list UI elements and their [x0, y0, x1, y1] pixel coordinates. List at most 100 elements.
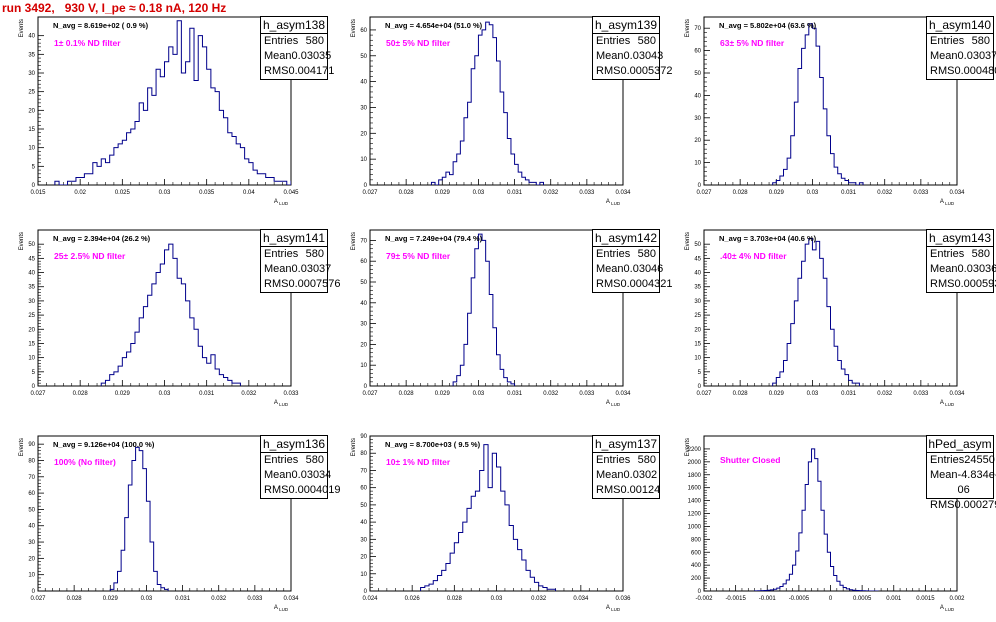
- stats-value-entries: 580: [971, 35, 990, 47]
- x-axis-title-main: A: [274, 199, 278, 205]
- y-axis-title: Events: [351, 232, 357, 250]
- y-tick-label: 40: [28, 271, 35, 277]
- y-tick-label: 20: [360, 555, 367, 561]
- x-tick-label: 0.028: [447, 596, 463, 602]
- y-tick-label: 20: [28, 108, 35, 114]
- x-tick-label: 0.027: [362, 190, 378, 196]
- y-tick-label: 1800: [688, 473, 702, 479]
- x-tick-label: 0.034: [949, 391, 965, 397]
- navg-label: N_avg = 4.654e+04 (51.0 %): [385, 21, 483, 30]
- x-tick-label: 0.002: [949, 596, 965, 602]
- stats-label-rms: RMS: [596, 278, 621, 290]
- x-tick-label: 0.0005: [853, 596, 872, 602]
- y-tick-label: 70: [28, 475, 35, 481]
- plot-frame: [703, 16, 958, 186]
- stats-box: h_asym137 Entries 580 Mean 0.0302 RMS 0.00124: [592, 435, 660, 499]
- stats-value-mean: 0.03037: [957, 50, 996, 62]
- x-tick-label: 0: [829, 596, 833, 602]
- y-tick-label: 50: [360, 503, 367, 509]
- x-tick-label: 0.032: [877, 391, 893, 397]
- stats-value-entries: 580: [637, 35, 656, 47]
- stats-row-rms: RMS 0.0004321: [593, 277, 672, 292]
- x-tick-label: 0.033: [913, 190, 929, 196]
- y-tick-label: 60: [694, 49, 701, 55]
- histogram-line-h_asym139: [430, 21, 544, 185]
- stats-value-rms: 0.0004019: [288, 484, 341, 496]
- stats-row-entries: Entries 580: [261, 247, 327, 262]
- y-tick-label: 35: [28, 285, 35, 291]
- y-tick-label: 70: [694, 26, 701, 32]
- y-tick-label: 50: [694, 242, 701, 248]
- y-tick-label: 60: [360, 28, 367, 34]
- x-tick-label: 0.015: [30, 190, 46, 196]
- stats-label-entries: Entries: [930, 35, 965, 47]
- x-axis-title: A LUD: [274, 400, 289, 407]
- stats-label-rms: RMS: [264, 278, 289, 290]
- x-axis-title: A LUD: [274, 199, 289, 206]
- y-axis-title: Events: [685, 232, 691, 250]
- y-tick-label: 2200: [688, 447, 702, 453]
- stats-value-rms: 0.000593: [954, 278, 996, 290]
- y-tick-label: 10: [694, 356, 701, 362]
- histogram-line-h_asym140: [772, 23, 864, 185]
- stats-label-rms: RMS: [930, 278, 955, 290]
- stats-row-rms: RMS 0.00124: [593, 483, 660, 498]
- histogram-plot: 0.027 0.028 0.029 0.03 0.031 0.032 0.033 0 5 10 15…: [19, 229, 299, 407]
- x-tick-label: 0.024: [362, 596, 378, 602]
- x-tick-label: 0.03: [473, 391, 485, 397]
- x-tick-label: 0.034: [573, 596, 589, 602]
- stats-row-rms: RMS 0.004171: [261, 64, 334, 79]
- navg-label: N_avg = 3.703e+04 (40.6 %): [719, 234, 817, 243]
- y-tick-label: 30: [360, 105, 367, 111]
- histogram-name: h_asym140: [927, 18, 993, 34]
- y-axis-title: Events: [685, 438, 691, 456]
- y-tick-label: 1600: [688, 486, 702, 492]
- y-tick-label: 15: [28, 127, 35, 133]
- y-tick-label: 30: [360, 537, 367, 543]
- navg-label: N_avg = 8.700e+03 ( 9.5 %): [385, 440, 481, 449]
- x-tick-label: 0.028: [399, 391, 415, 397]
- x-tick-label: 0.025: [115, 190, 131, 196]
- stats-value-entries: 580: [637, 248, 656, 260]
- stats-box: h_asym143 Entries 580 Mean 0.03036 RMS 0.00059…: [926, 229, 996, 293]
- stats-label-mean: Mean: [930, 469, 958, 481]
- navg-label: N_avg = 5.802e+04 (63.6 %): [719, 21, 817, 30]
- y-tick-label: 60: [360, 259, 367, 265]
- y-tick-label: 25: [28, 313, 35, 319]
- histogram-plot: 0.024 0.026 0.028 0.03 0.032 0.034 0.036 0 10 20 3…: [351, 434, 631, 612]
- y-tick-label: 20: [28, 556, 35, 562]
- stats-row-rms: RMS 0.0004019: [261, 483, 340, 498]
- stats-value-mean: 0.03036: [957, 263, 996, 275]
- x-tick-label: 0.036: [615, 596, 631, 602]
- x-tick-label: 0.034: [615, 190, 631, 196]
- histogram-name: h_asym139: [593, 18, 659, 34]
- stats-value-rms: 0.0005372: [620, 65, 673, 77]
- y-tick-label: 10: [28, 356, 35, 362]
- y-tick-label: 0: [364, 183, 368, 189]
- y-tick-label: 25: [694, 313, 701, 319]
- stats-value-rms: 0.0002793: [954, 499, 996, 511]
- stats-value-entries: 580: [637, 454, 656, 466]
- histogram-line-hPed_asym: [754, 448, 879, 591]
- y-tick-label: 40: [360, 80, 367, 86]
- histogram-plot: 0.027 0.028 0.029 0.03 0.031 0.032 0.033 0.034 0…: [685, 229, 965, 407]
- filter-label: 79± 5% ND filter: [386, 251, 451, 261]
- stats-label-rms: RMS: [264, 484, 289, 496]
- y-tick-label: 30: [694, 299, 701, 305]
- x-tick-label: 0.032: [543, 190, 559, 196]
- x-axis-title: A LUD: [940, 605, 955, 612]
- x-tick-label: 0.029: [769, 190, 785, 196]
- stats-label-rms: RMS: [930, 499, 955, 511]
- filter-label: 1± 0.1% ND filter: [54, 38, 121, 48]
- stats-label-entries: Entries: [264, 454, 299, 466]
- y-tick-label: 20: [28, 327, 35, 333]
- stats-label-mean: Mean: [596, 263, 624, 275]
- stats-row-mean: Mean 0.03037: [261, 262, 331, 277]
- histogram-line-h_asym137: [420, 444, 557, 591]
- filter-label: 63± 5% ND filter: [720, 38, 785, 48]
- stats-box: h_asym139 Entries 580 Mean 0.03043 RMS 0.00053…: [592, 16, 672, 80]
- y-tick-label: 30: [28, 71, 35, 77]
- y-tick-label: 50: [360, 54, 367, 60]
